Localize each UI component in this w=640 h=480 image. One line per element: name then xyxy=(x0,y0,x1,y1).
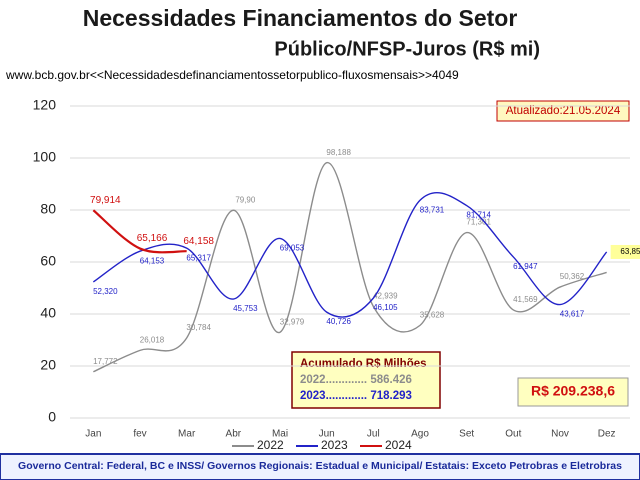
footer-bar xyxy=(0,453,640,480)
value-label: 45,753 xyxy=(233,304,258,313)
value-label: 79,914 xyxy=(90,195,121,206)
value-label: 43,617 xyxy=(560,310,585,319)
value-label: 35,628 xyxy=(420,310,445,319)
footer: Governo Central: Federal, BC e INSS/ Gov… xyxy=(18,460,622,472)
x-tick-label: Jul xyxy=(367,429,380,440)
y-tick-label: 100 xyxy=(33,149,57,165)
x-tick-label: Dez xyxy=(598,429,616,440)
x-tick-label: fev xyxy=(133,429,146,440)
y-tick-label: 0 xyxy=(48,409,56,425)
value-label: 63,858 xyxy=(620,247,640,256)
x-tick-label: Set xyxy=(459,429,474,440)
chart-title: Público/NFSP-Juros (R$ mi) xyxy=(274,38,540,60)
accumulated-title: Acumulado R$ Milhões xyxy=(300,358,427,370)
x-tick-label: Out xyxy=(505,429,521,440)
series-line xyxy=(92,209,187,254)
value-label: 46,105 xyxy=(373,303,398,312)
total-box xyxy=(517,377,629,407)
value-label: 64,158 xyxy=(183,236,214,247)
value-label: 69,053 xyxy=(280,244,305,253)
value-label: 65,317 xyxy=(186,253,211,262)
x-tick-label: Mai xyxy=(272,429,288,440)
series-line xyxy=(93,162,607,373)
y-tick-label: 40 xyxy=(40,305,56,321)
updated: Atualizado:21.05.2024 xyxy=(506,105,621,117)
chart-title: Necessidades Financiamentos do Setor xyxy=(83,5,518,31)
x-tick-label: Mar xyxy=(178,429,196,440)
value-label: 42,939 xyxy=(373,291,398,300)
value-label: 83,731 xyxy=(420,205,445,214)
value-label: 64,153 xyxy=(140,256,165,265)
x-tick-label: Ago xyxy=(411,429,429,440)
total: R$ 209.238,6 xyxy=(531,383,615,399)
series-line xyxy=(92,191,608,318)
value-label: 50,362 xyxy=(560,272,585,281)
source: www.bcb.gov.br<<Necessidadesdefinanciame… xyxy=(5,68,459,82)
value-label: 52,320 xyxy=(93,287,118,296)
value-label: 26,018 xyxy=(140,335,165,344)
y-tick-label: 60 xyxy=(40,253,56,269)
y-tick-label: 80 xyxy=(40,201,56,217)
x-tick-label: Jun xyxy=(319,429,335,440)
value-label: 30,784 xyxy=(186,323,211,332)
legend-label: 2022 xyxy=(257,438,284,452)
accumulated-box xyxy=(291,351,441,409)
y-tick-label: 20 xyxy=(40,357,56,373)
value-label-box xyxy=(610,244,640,259)
x-tick-label: Nov xyxy=(551,429,569,440)
value-label: 71,301 xyxy=(466,218,491,227)
value-label: 98,188 xyxy=(326,148,351,157)
value-label: 65,166 xyxy=(137,233,168,244)
y-tick-label: 120 xyxy=(33,97,57,113)
legend-label: 2024 xyxy=(385,438,412,452)
value-label: 41,569 xyxy=(513,295,538,304)
x-tick-label: Abr xyxy=(226,429,242,440)
value-label: 32,979 xyxy=(280,317,305,326)
value-label: 79,90 xyxy=(235,195,256,204)
value-label: 61,947 xyxy=(513,262,538,271)
value-label: 17,772 xyxy=(93,357,118,366)
x-tick-label: Jan xyxy=(85,429,101,440)
legend-label: 2023 xyxy=(321,438,348,452)
value-label: 40,726 xyxy=(326,317,351,326)
accumulated-2023: 2023............. 718.293 xyxy=(300,390,412,402)
value-label: 81,714 xyxy=(466,211,491,220)
accumulated-2022: 2022............. 586.426 xyxy=(300,374,412,386)
